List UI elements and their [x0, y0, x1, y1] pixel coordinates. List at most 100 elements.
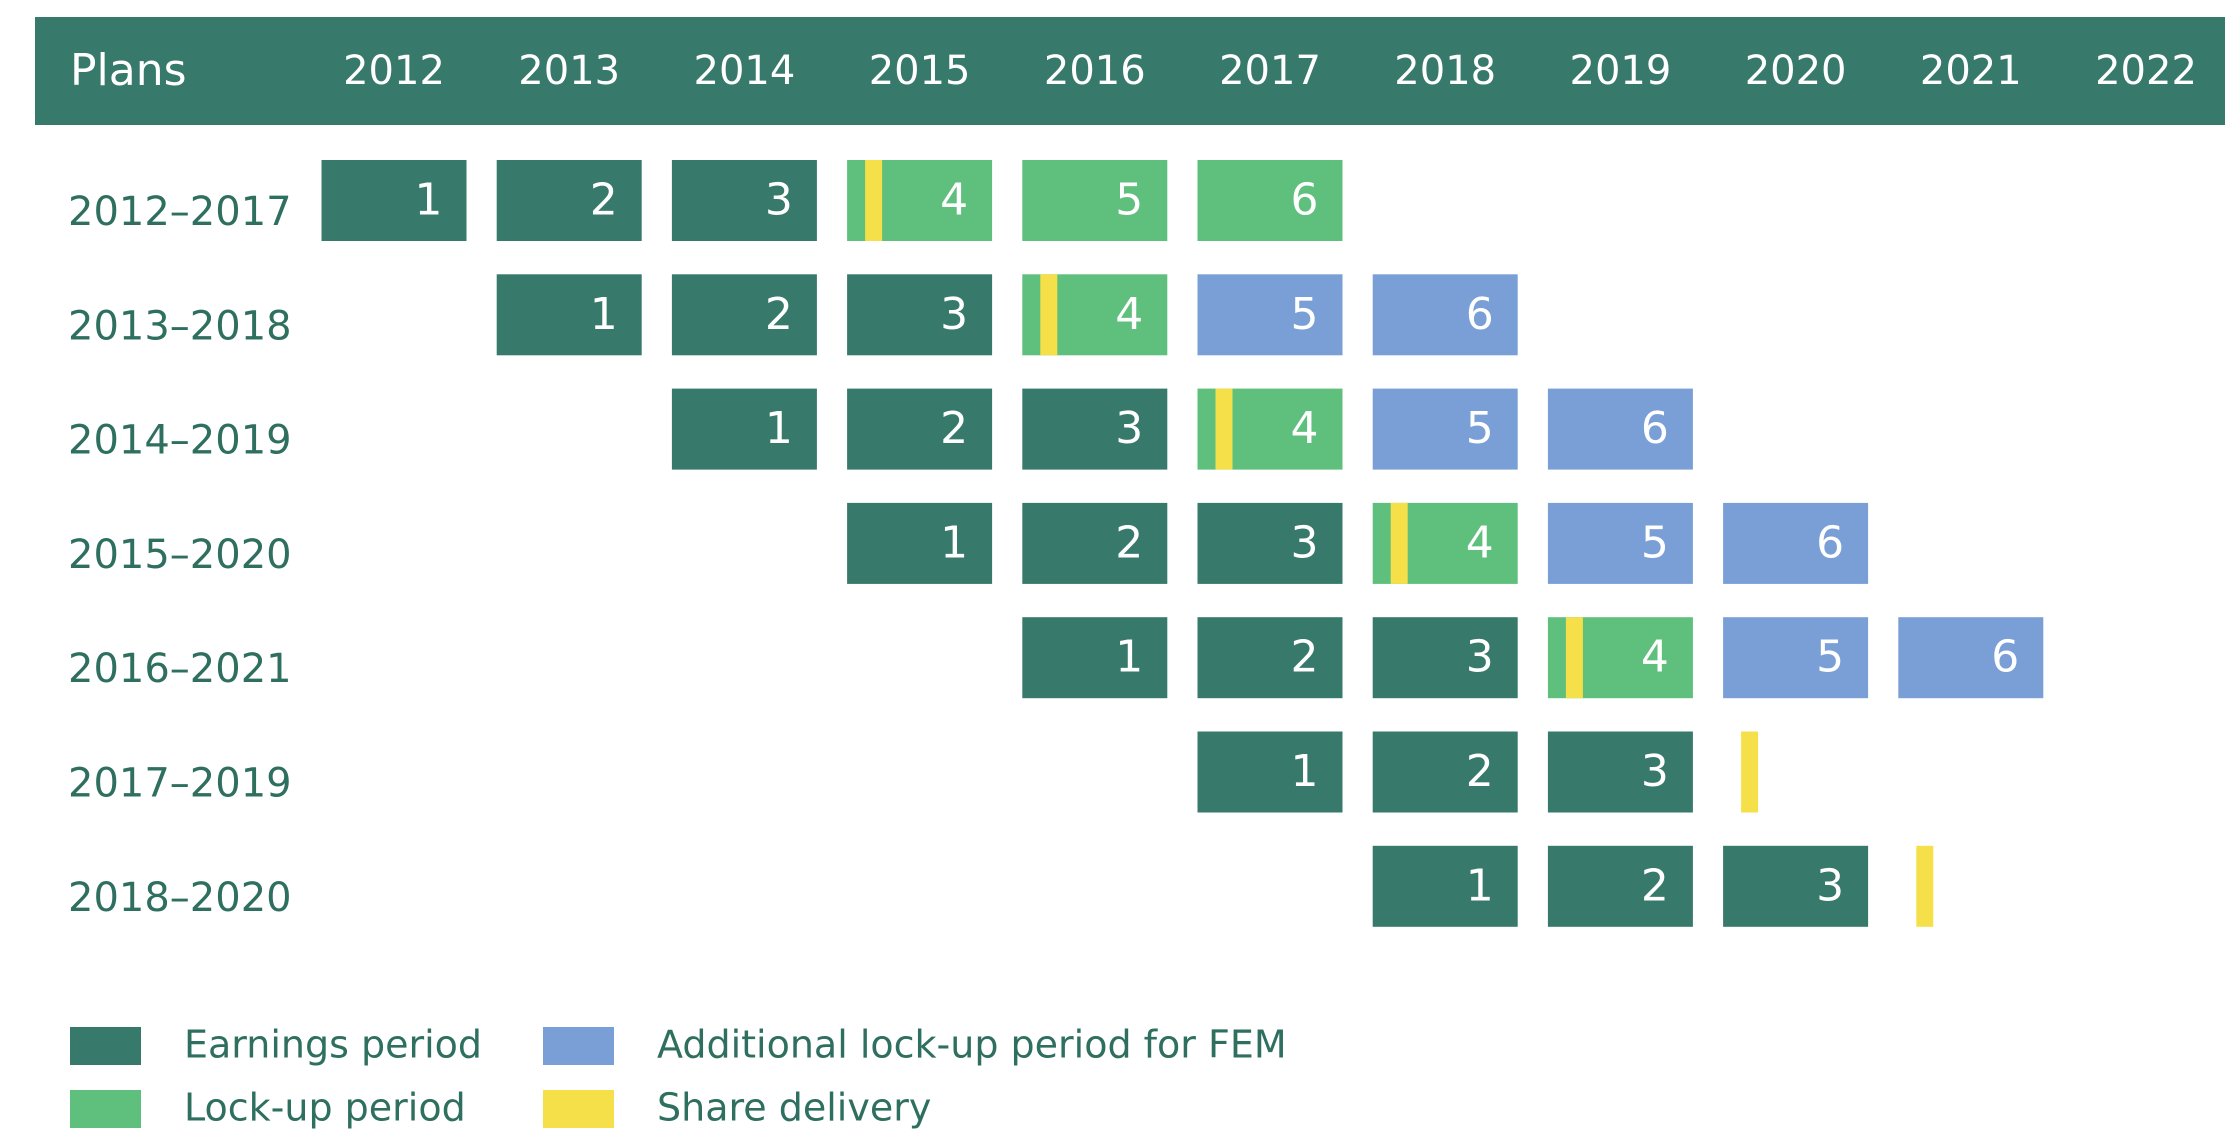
share-delivery — [1916, 845, 1934, 927]
period-box — [1372, 274, 1518, 356]
header-title: Plans — [70, 45, 187, 96]
period-number: 6 — [1641, 403, 1669, 454]
period-number: 6 — [1291, 175, 1319, 226]
period-box — [671, 274, 817, 356]
period-number: 5 — [1466, 403, 1494, 454]
plan-label: 2013–2018 — [68, 303, 292, 349]
period-number: 6 — [1466, 289, 1494, 340]
legend-label: Share delivery — [657, 1086, 931, 1129]
period-box — [1547, 845, 1693, 927]
plan-label: 2017–2019 — [68, 761, 292, 807]
legend-label: Additional lock-up period for FEM — [657, 1023, 1287, 1067]
period-box — [1197, 274, 1343, 356]
period-number: 1 — [1115, 632, 1143, 683]
share-delivery — [1215, 388, 1233, 470]
year-label: 2017 — [1219, 48, 1321, 94]
share-delivery — [1741, 731, 1759, 813]
year-label: 2020 — [1745, 48, 1847, 94]
period-box — [1547, 731, 1693, 813]
period-box — [1547, 388, 1693, 470]
period-box — [847, 502, 993, 584]
period-box — [1372, 617, 1518, 699]
period-box — [1022, 388, 1168, 470]
plan-label: 2012–2017 — [68, 189, 292, 235]
period-box — [1022, 160, 1168, 241]
year-label: 2016 — [1044, 48, 1146, 94]
period-number: 5 — [1115, 175, 1143, 226]
period-number: 5 — [1641, 517, 1669, 568]
period-number: 4 — [1641, 632, 1669, 683]
share-delivery — [1390, 502, 1408, 584]
period-box — [1547, 502, 1693, 584]
year-label: 2019 — [1570, 48, 1672, 94]
period-number: 3 — [1115, 403, 1143, 454]
period-number: 4 — [940, 175, 968, 226]
period-number: 3 — [1641, 746, 1669, 797]
year-label: 2018 — [1394, 48, 1496, 94]
period-number: 2 — [1466, 746, 1494, 797]
year-label: 2021 — [1920, 48, 2022, 94]
legend-label: Lock-up period — [184, 1086, 466, 1129]
period-number: 1 — [1466, 860, 1494, 911]
period-number: 3 — [940, 289, 968, 340]
period-number: 2 — [1115, 517, 1143, 568]
year-label: 2022 — [2095, 48, 2197, 94]
plan-label: 2018–2020 — [68, 875, 292, 921]
legend-swatch — [70, 1027, 141, 1065]
period-box — [496, 274, 642, 356]
period-box — [321, 160, 467, 241]
period-box — [1022, 617, 1168, 699]
share-delivery — [1565, 617, 1583, 699]
plan-label: 2014–2019 — [68, 418, 292, 464]
period-number: 4 — [1291, 403, 1319, 454]
share-delivery — [1040, 274, 1058, 356]
period-number: 2 — [590, 175, 618, 226]
period-number: 1 — [415, 175, 443, 226]
period-number: 1 — [590, 289, 618, 340]
period-number: 6 — [1991, 632, 2019, 683]
period-number: 6 — [1816, 517, 1844, 568]
period-box — [671, 160, 817, 241]
period-box — [1197, 731, 1343, 813]
period-number: 2 — [1291, 632, 1319, 683]
period-box — [1898, 617, 2044, 699]
legend-label: Earnings period — [184, 1023, 482, 1067]
period-number: 1 — [765, 403, 793, 454]
period-box — [847, 388, 993, 470]
period-box — [1372, 845, 1518, 927]
period-number: 4 — [1115, 289, 1143, 340]
period-number: 2 — [765, 289, 793, 340]
period-box — [847, 274, 993, 356]
period-box — [1372, 731, 1518, 813]
period-box — [1372, 388, 1518, 470]
period-number: 5 — [1291, 289, 1319, 340]
period-number: 1 — [940, 517, 968, 568]
plan-label: 2016–2021 — [68, 646, 292, 692]
period-number: 3 — [765, 175, 793, 226]
period-number: 5 — [1816, 632, 1844, 683]
period-number: 3 — [1816, 860, 1844, 911]
period-number: 3 — [1291, 517, 1319, 568]
year-label: 2014 — [694, 48, 796, 94]
legend-swatch — [70, 1090, 141, 1128]
period-number: 4 — [1466, 517, 1494, 568]
period-box — [1723, 617, 1869, 699]
period-box — [1022, 502, 1168, 584]
period-box — [1197, 160, 1343, 241]
period-number: 2 — [1641, 860, 1669, 911]
period-number: 2 — [940, 403, 968, 454]
year-label: 2013 — [518, 48, 620, 94]
period-number: 1 — [1291, 746, 1319, 797]
plan-label: 2015–2020 — [68, 532, 292, 578]
period-box — [496, 160, 642, 241]
period-box — [1723, 502, 1869, 584]
legend-swatch — [543, 1027, 614, 1065]
period-number: 3 — [1466, 632, 1494, 683]
year-label: 2015 — [869, 48, 971, 94]
period-box — [1197, 617, 1343, 699]
period-box — [671, 388, 817, 470]
period-box — [1197, 502, 1343, 584]
share-delivery — [865, 160, 883, 241]
period-box — [1723, 845, 1869, 927]
